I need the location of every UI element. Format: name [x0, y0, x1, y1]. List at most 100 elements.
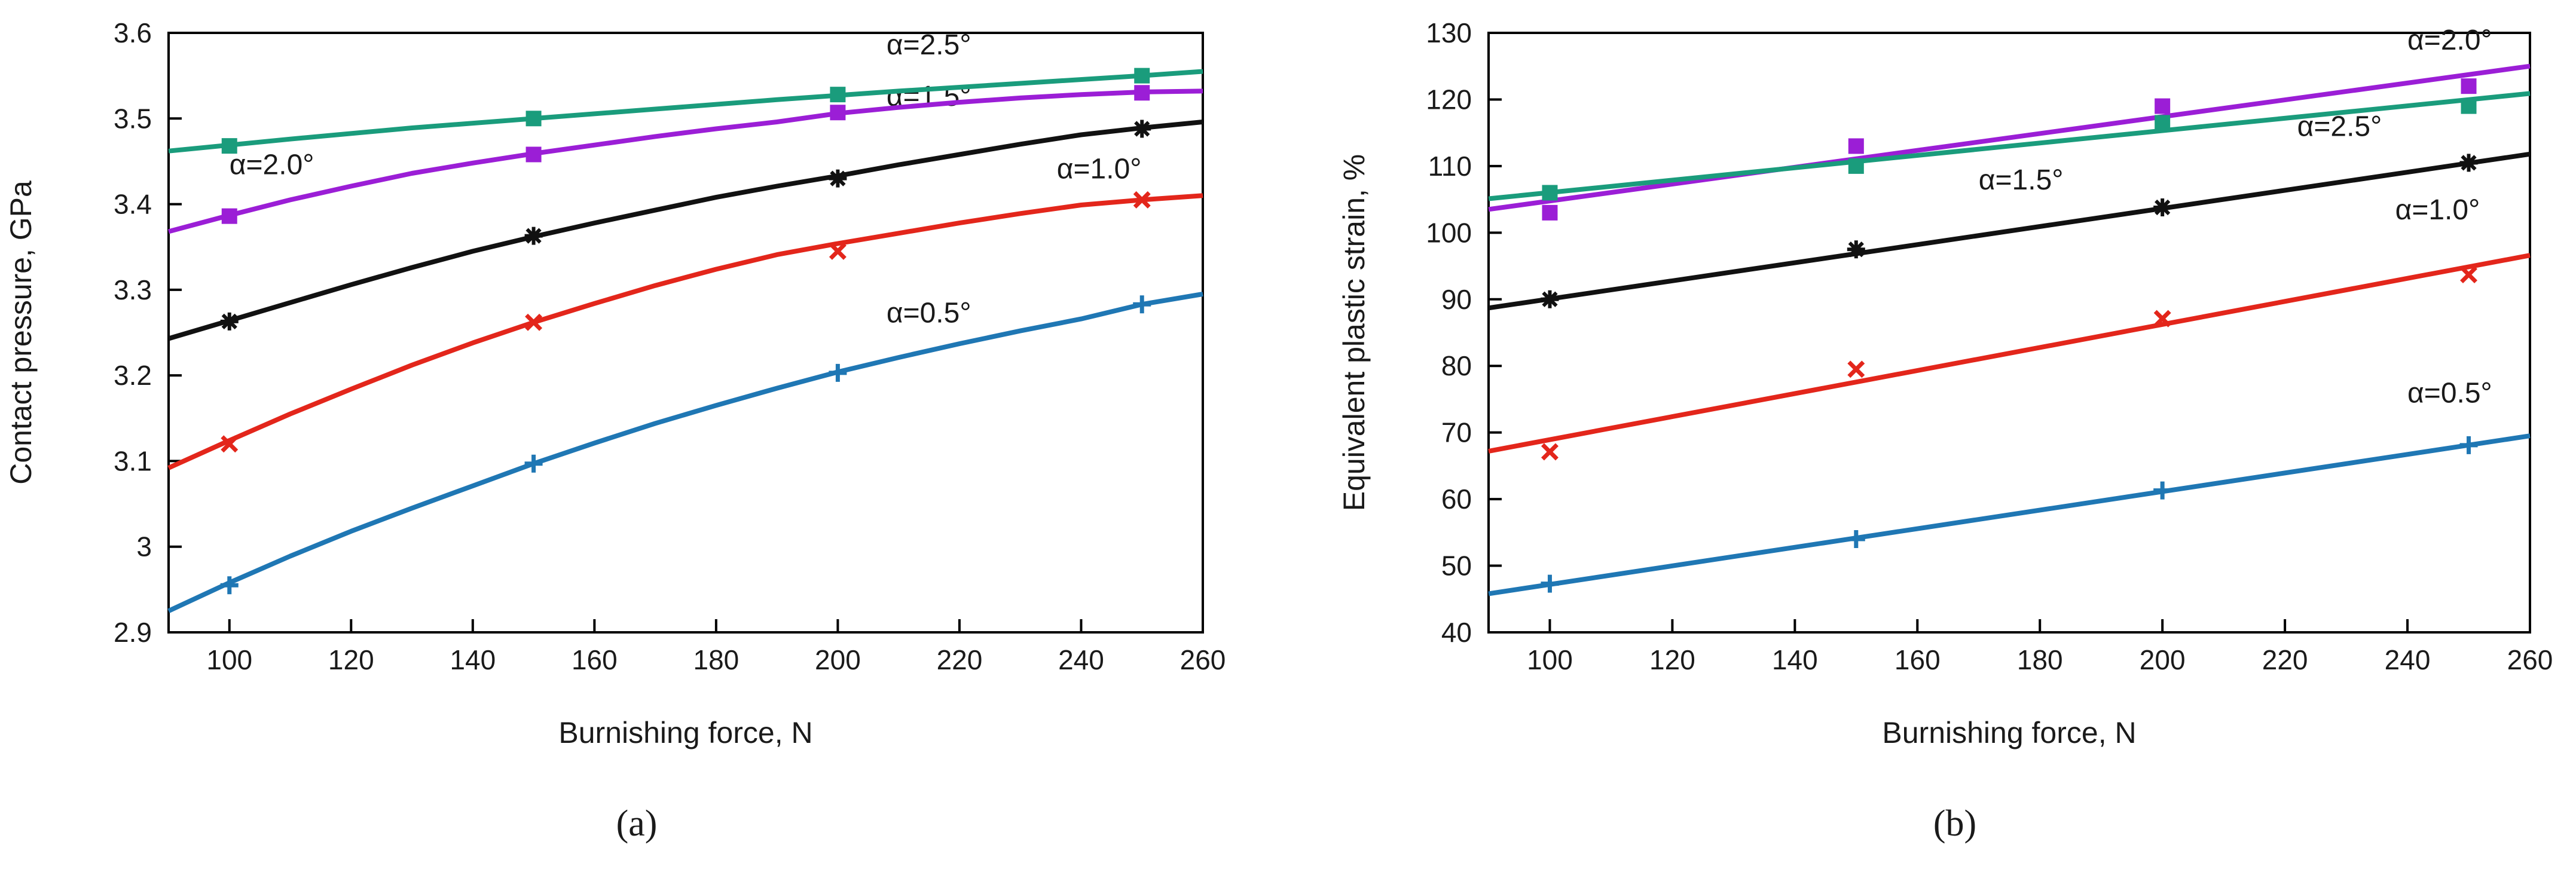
data-point: [1848, 138, 1864, 154]
series-a10: α=1.0°: [1488, 194, 2531, 461]
data-point: [1541, 443, 1559, 461]
fit-line: [1488, 151, 2531, 311]
data-point: [829, 242, 847, 260]
data-point: [525, 146, 542, 163]
series-a25: α=2.5°: [168, 29, 1203, 154]
y-tick-label: 90: [1441, 284, 1472, 315]
data-point: [524, 454, 543, 473]
fit-line: [168, 69, 1203, 154]
plot-frame: [1487, 32, 2531, 634]
panel-b-caption: (b): [1933, 803, 1976, 844]
plot-frame: [167, 32, 1204, 634]
data-point: [830, 105, 846, 121]
y-tick-label: 120: [1426, 84, 1472, 115]
data-point: [1848, 158, 1864, 174]
series-label: α=2.5°: [2297, 111, 2382, 143]
data-point: [1541, 290, 1559, 308]
series-a20: α=2.0°: [167, 85, 1203, 234]
y-tick-label: 2.9: [114, 617, 152, 648]
y-tick-label: 3.2: [114, 360, 152, 391]
data-point: [525, 313, 543, 331]
data-point: [1542, 185, 1558, 201]
fit-line: [167, 292, 1203, 613]
y-tick-label: 60: [1441, 484, 1472, 515]
x-tick-label: 260: [1180, 644, 1226, 675]
y-tick-label: 3.3: [114, 274, 152, 305]
x-tick-label: 240: [1058, 644, 1104, 675]
data-point: [829, 169, 847, 188]
data-point: [1847, 530, 1865, 548]
panel-b-chart: 100 120 140 160 180 200 220 240 260 40 50 60 70 80 90 1…: [1337, 17, 2553, 749]
fit-line: [1488, 433, 2531, 596]
y-tick-label: 80: [1441, 350, 1472, 381]
data-point: [1541, 574, 1559, 593]
fit-line: [167, 88, 1203, 234]
series-a15: α=1.5°: [1488, 151, 2531, 311]
data-point: [2153, 481, 2172, 500]
series-a10: α=1.0°: [167, 154, 1203, 470]
data-point: [1847, 240, 1865, 259]
series-a05: α=0.5°: [167, 292, 1203, 613]
series-label: α=2.5°: [887, 29, 971, 61]
x-tick-label: 240: [2385, 644, 2431, 675]
data-point: [220, 576, 239, 595]
data-point: [1847, 360, 1865, 378]
x-tick-label: 160: [1894, 644, 1941, 675]
x-tick-label: 260: [2507, 644, 2553, 675]
x-tick-label: 120: [1649, 644, 1695, 675]
data-point: [525, 111, 542, 127]
series-label: α=1.5°: [1979, 164, 2064, 196]
data-point: [2461, 78, 2477, 94]
data-point: [2155, 98, 2171, 114]
series-a05: α=0.5°: [1488, 378, 2531, 596]
x-tick-label: 140: [450, 644, 496, 675]
series-a25: α=2.5°: [1488, 91, 2531, 201]
data-point: [2460, 266, 2478, 284]
x-axis-label: Burnishing force, N: [558, 716, 812, 749]
data-point: [220, 312, 239, 331]
series-label: α=1.0°: [1057, 154, 1142, 185]
y-tick-label: 3.1: [114, 445, 152, 476]
series-label: α=0.5°: [887, 297, 971, 329]
x-tick-label: 100: [1527, 644, 1573, 675]
data-point: [2153, 198, 2172, 216]
series-label: α=2.0°: [230, 149, 314, 180]
x-tick-label: 180: [693, 644, 740, 675]
data-point: [1133, 120, 1151, 138]
fit-line: [167, 193, 1203, 470]
y-tick-label: 100: [1426, 217, 1472, 248]
fit-line: [167, 120, 1203, 341]
data-point: [1134, 85, 1150, 101]
y-tick-label: 50: [1441, 550, 1472, 582]
series-a20: α=2.0°: [1488, 25, 2531, 221]
fit-line: [1488, 91, 2531, 201]
series-label: α=0.5°: [2407, 378, 2492, 409]
data-point: [221, 138, 237, 154]
fit-line: [1488, 253, 2531, 454]
x-tick-label: 100: [206, 644, 252, 675]
data-point: [829, 363, 847, 382]
fit-line: [1488, 63, 2531, 212]
x-tick-label: 140: [1772, 644, 1818, 675]
series-label: α=2.0°: [2407, 25, 2492, 56]
data-point: [1133, 191, 1151, 209]
data-point: [830, 87, 846, 103]
data-point: [221, 435, 239, 453]
y-tick-label: 110: [1428, 151, 1472, 182]
data-point: [1133, 295, 1151, 314]
x-tick-label: 200: [815, 644, 861, 675]
data-point: [221, 208, 237, 224]
y-tick-label: 40: [1441, 617, 1472, 648]
panel-a-caption: (a): [616, 803, 658, 844]
x-tick-label: 220: [2262, 644, 2308, 675]
y-axis-label: Contact pressure, GPa: [4, 180, 38, 485]
data-point: [2459, 436, 2478, 454]
data-point: [1542, 204, 1558, 221]
x-tick-label: 220: [937, 644, 983, 675]
x-tick-label: 200: [2140, 644, 2186, 675]
panel-a-chart: 100 120 140 160 180 200 220 240 260 2.9 3 3.1 3.2 3.3…: [4, 17, 1226, 749]
y-tick-label: 3.4: [114, 189, 152, 220]
data-point: [2461, 98, 2477, 114]
